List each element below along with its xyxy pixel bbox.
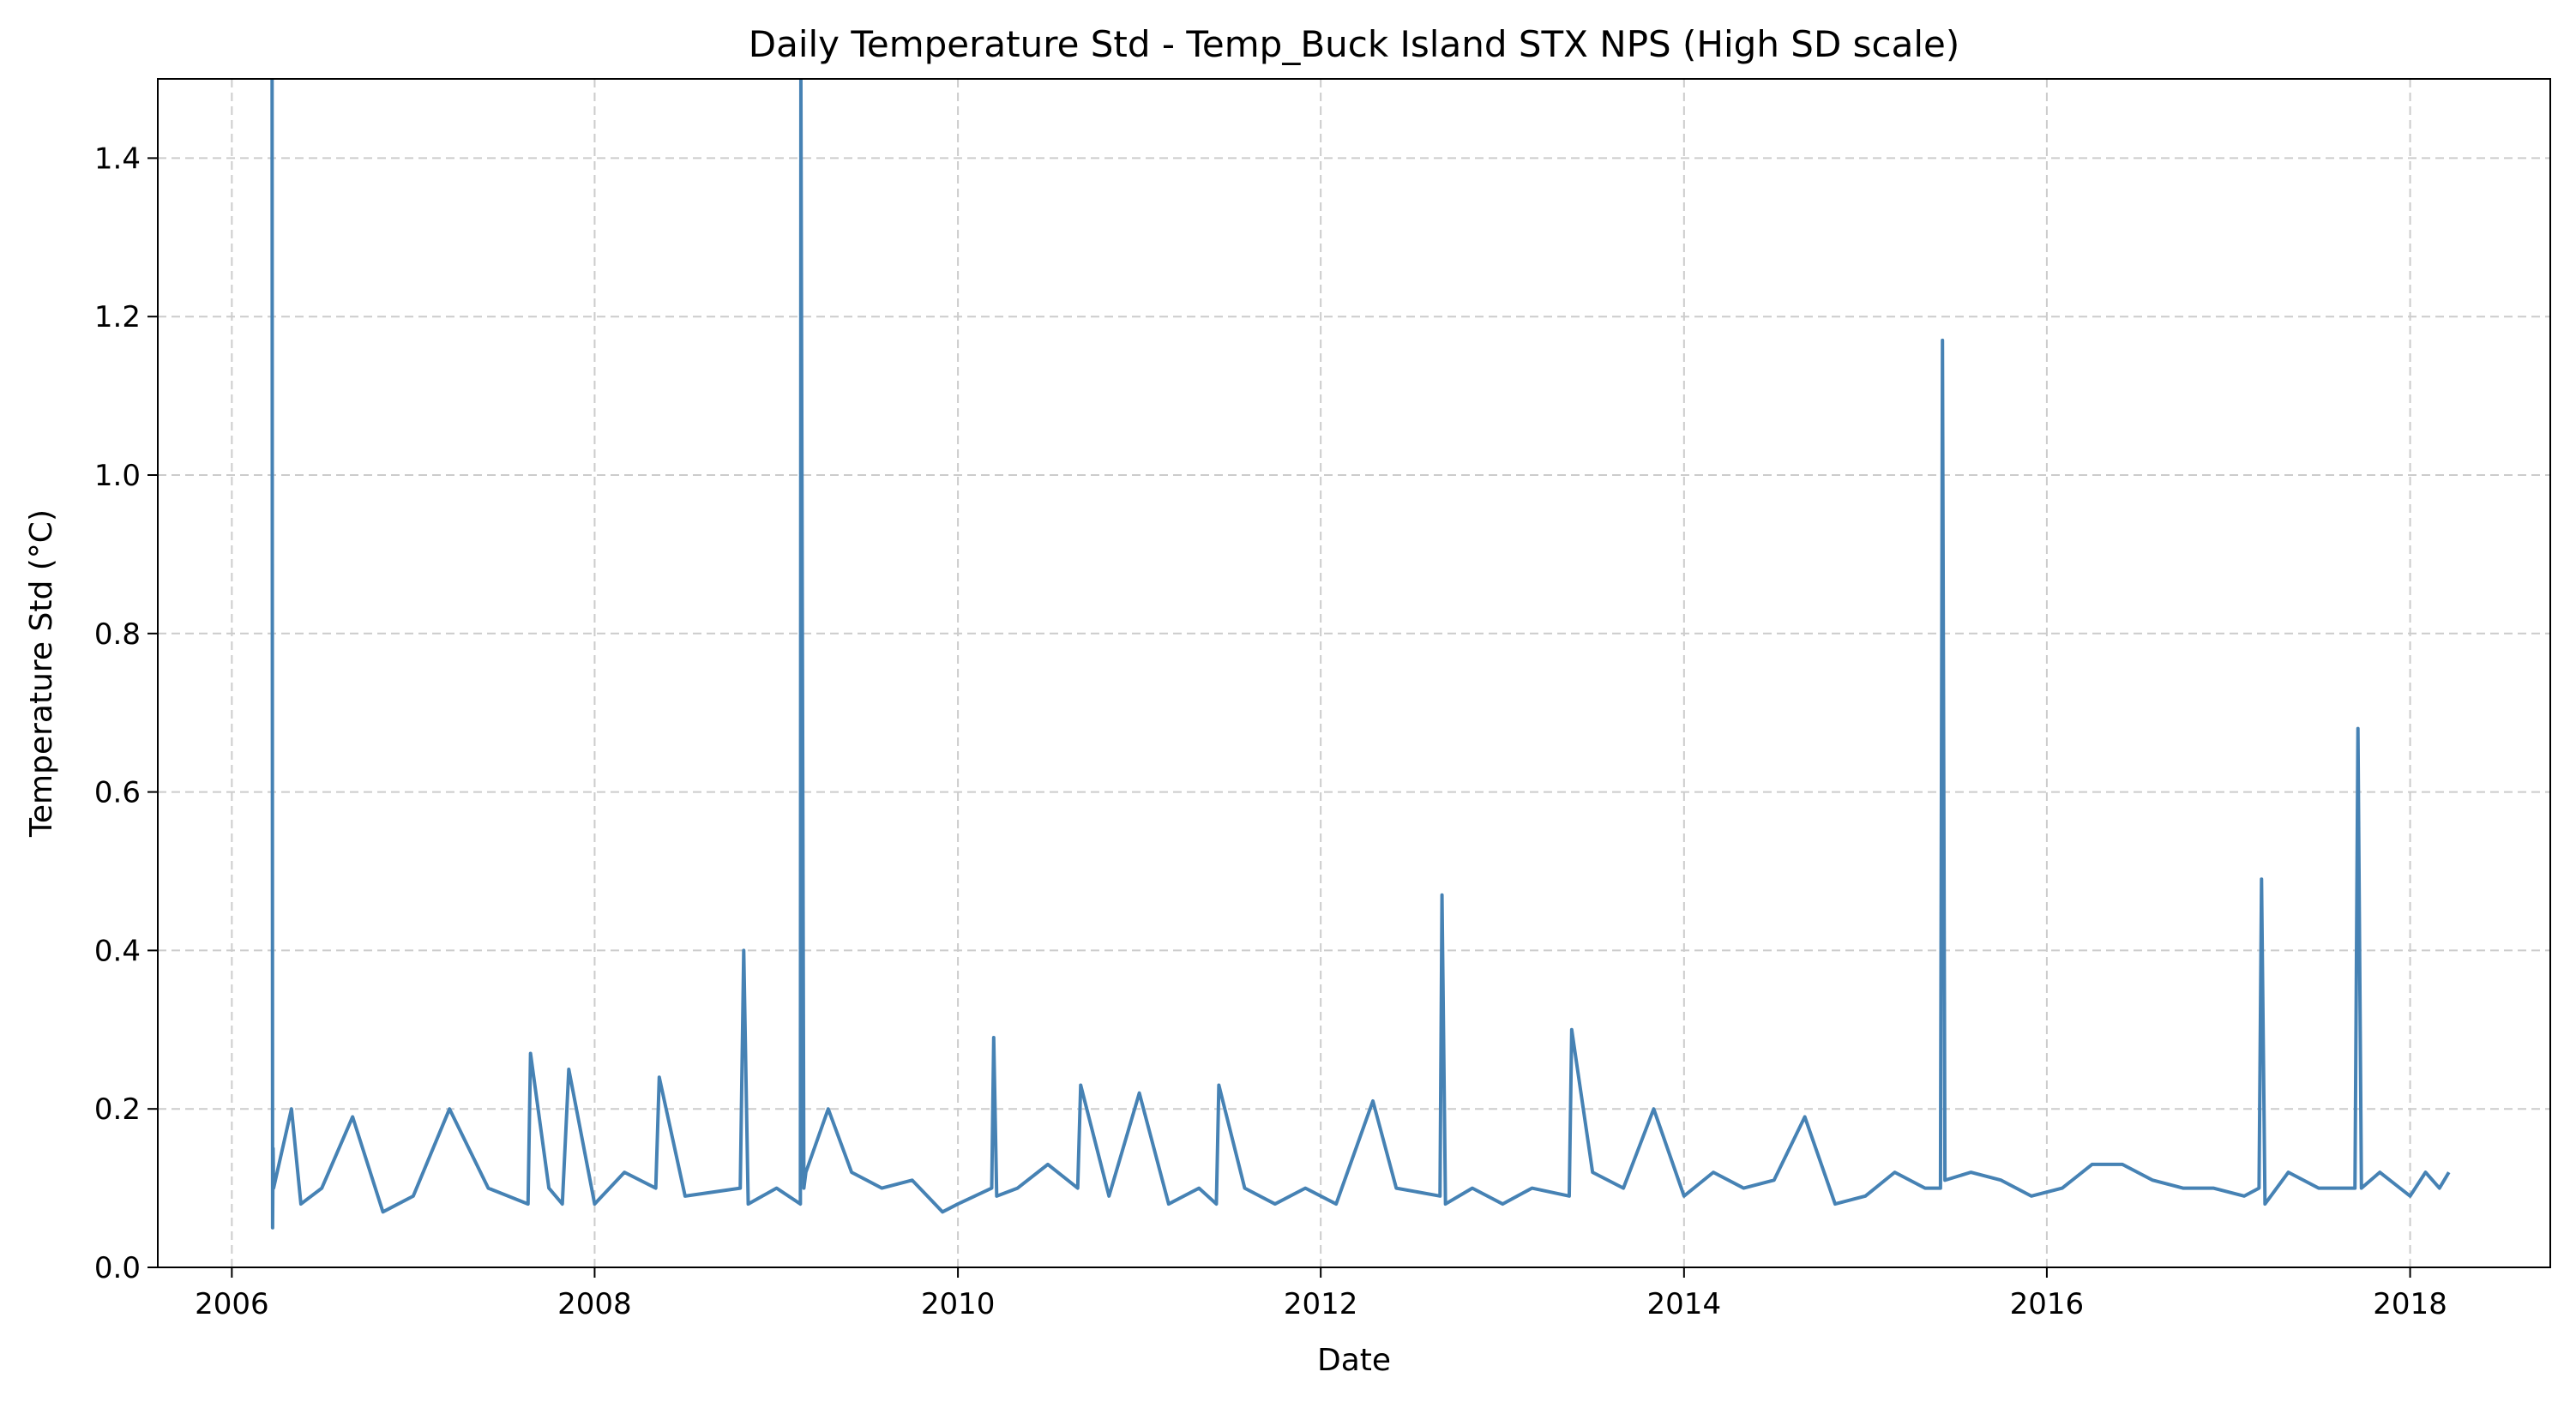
x-tick-label: 2010 (921, 1287, 996, 1321)
y-tick-label: 0.4 (94, 934, 141, 968)
y-tick-label: 0.6 (94, 776, 141, 810)
y-tick-label: 1.4 (94, 141, 141, 176)
x-axis-label: Date (1317, 1343, 1391, 1378)
y-axis-label: Temperature Std (°C) (24, 509, 59, 838)
chart-title: Daily Temperature Std - Temp_Buck Island… (749, 23, 1960, 65)
y-tick-label: 1.0 (94, 459, 141, 493)
y-tick-label: 0.0 (94, 1251, 141, 1285)
x-tick-label: 2012 (1284, 1287, 1358, 1321)
x-tick-label: 2014 (1647, 1287, 1722, 1321)
y-tick-label: 0.2 (94, 1092, 141, 1127)
x-tick-label: 2016 (2010, 1287, 2085, 1321)
x-tick-label: 2008 (557, 1287, 632, 1321)
x-tick-label: 2006 (195, 1287, 269, 1321)
plot-area (158, 79, 2550, 1267)
x-tick-label: 2018 (2373, 1287, 2447, 1321)
y-tick-label: 0.8 (94, 617, 141, 652)
y-tick-label: 1.2 (94, 300, 141, 334)
